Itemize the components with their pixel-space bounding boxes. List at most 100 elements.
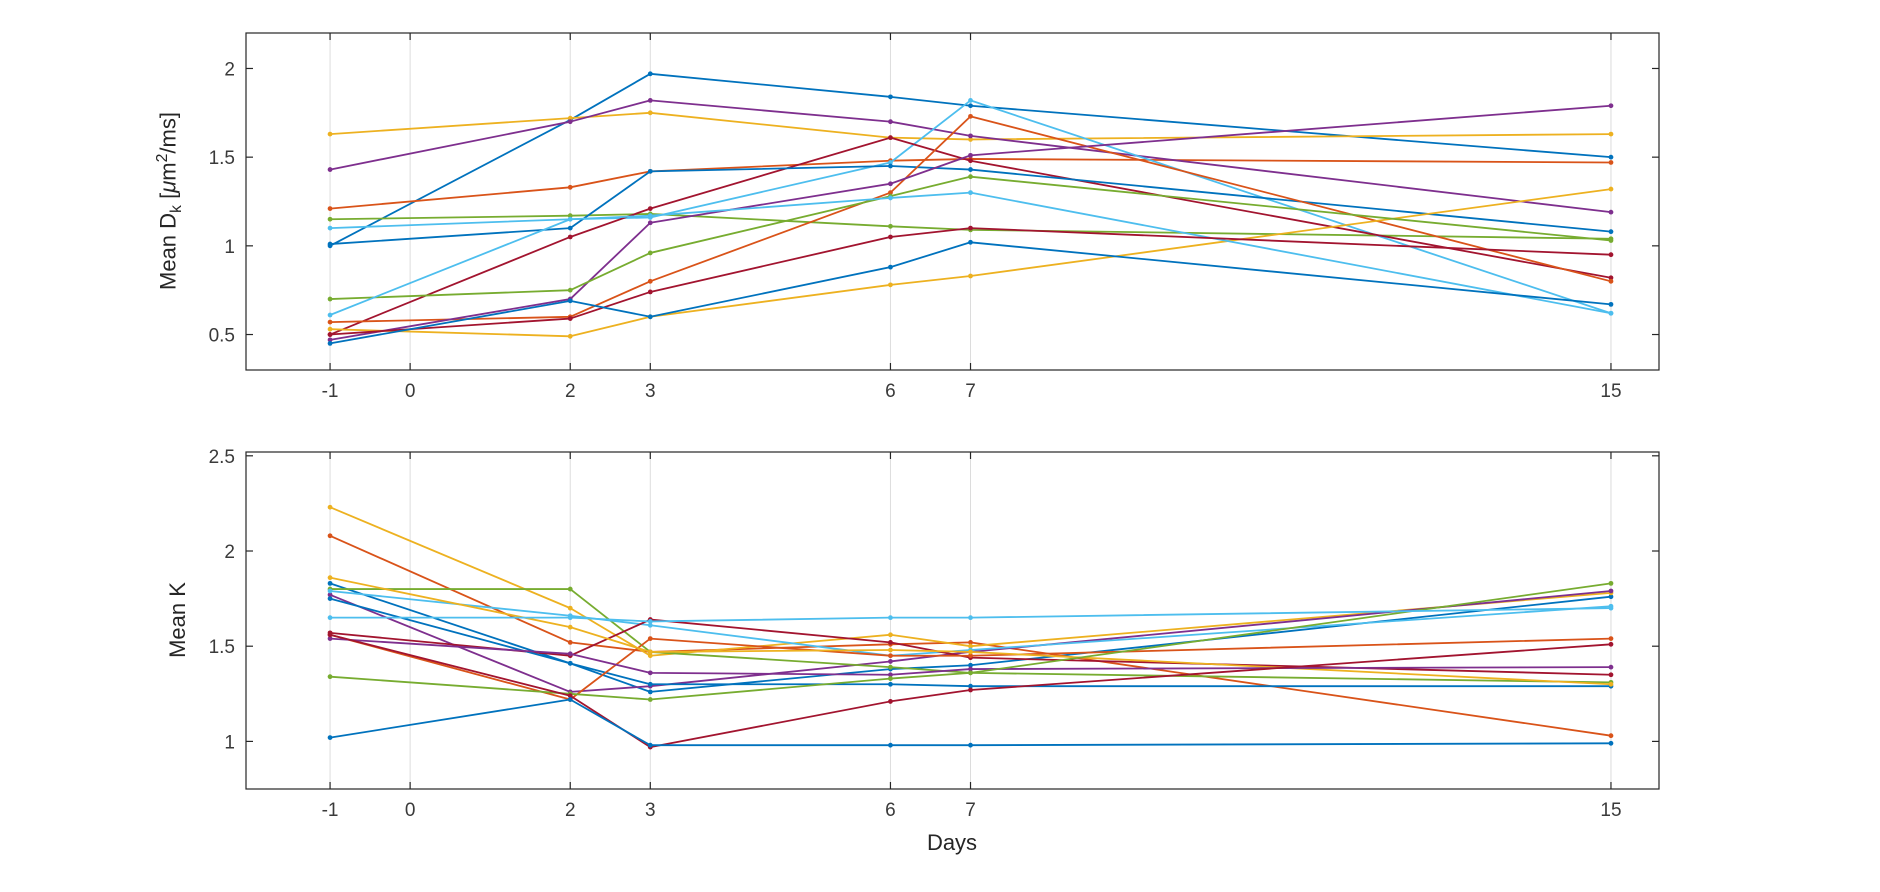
data-point-line-04	[1608, 209, 1614, 215]
x-tick-label: 2	[565, 381, 576, 402]
y-tick-label: 2	[224, 542, 235, 563]
data-point-line-02	[968, 639, 973, 645]
data-point-line-13	[888, 615, 893, 621]
data-point-line-13	[567, 216, 573, 222]
data-point-line-08	[888, 681, 893, 687]
data-point-line-04	[968, 133, 973, 139]
series-line-line-05	[330, 213, 1611, 240]
series-line-line-01	[329, 72, 1612, 247]
x-tick-label: 6	[885, 800, 896, 821]
y-tick-label: 1.5	[209, 637, 235, 658]
x-tick-label: 15	[1600, 800, 1621, 821]
data-point-line-13	[567, 615, 573, 621]
axes-box	[245, 32, 1660, 371]
series-line-line-15	[329, 698, 1611, 747]
data-point-line-07	[1608, 672, 1614, 678]
data-point-line-03	[647, 653, 653, 659]
x-tick-label: 2	[565, 800, 576, 821]
data-point-line-12	[1608, 580, 1614, 586]
data-point-line-09	[888, 190, 893, 196]
data-point-line-13	[647, 213, 653, 219]
data-point-line-12	[647, 697, 653, 702]
data-point-line-09	[888, 653, 893, 659]
data-point-line-03	[888, 632, 893, 638]
data-point-line-14	[327, 632, 333, 638]
y-axis-label-bottom: Mean K	[165, 582, 191, 658]
series-line-line-13	[329, 191, 1612, 316]
data-point-line-03	[647, 110, 653, 116]
data-point-line-08	[327, 241, 333, 247]
data-point-line-15	[567, 697, 573, 702]
data-point-line-14	[968, 225, 973, 231]
data-point-line-13	[968, 615, 973, 621]
y-tick-label: 0.5	[209, 326, 235, 347]
axis-label-part: /ms]	[155, 112, 181, 154]
data-point-line-08	[968, 167, 973, 172]
data-point-line-07	[647, 206, 653, 211]
data-point-line-11	[647, 220, 653, 226]
data-point-line-13	[1608, 310, 1614, 316]
data-point-line-06	[647, 622, 653, 628]
data-point-line-08	[968, 683, 973, 689]
data-point-line-11	[888, 672, 893, 678]
data-point-line-11	[888, 181, 893, 187]
data-point-line-10	[968, 649, 973, 655]
data-point-line-14	[1608, 252, 1614, 258]
data-point-line-01	[1608, 154, 1614, 160]
data-point-line-05	[327, 216, 333, 222]
data-point-line-10	[647, 649, 653, 655]
data-point-line-11	[1608, 664, 1614, 670]
data-point-line-05	[567, 213, 573, 219]
y-tick-label: 2.5	[209, 447, 235, 468]
x-tick-label: 3	[645, 800, 656, 821]
data-point-line-02	[327, 533, 333, 539]
data-point-line-01	[327, 580, 333, 586]
data-point-line-06	[888, 160, 893, 165]
data-point-line-10	[1608, 681, 1614, 687]
data-point-line-04	[888, 659, 893, 664]
x-tick-label: 3	[645, 381, 656, 402]
y-tick-label: 1.5	[209, 148, 235, 169]
data-point-line-15	[567, 298, 573, 304]
series-line-line-14	[329, 633, 1612, 749]
series-line-line-09	[330, 115, 1612, 324]
data-point-line-08	[567, 660, 573, 666]
x-tick-label: 15	[1600, 381, 1621, 402]
series-line-line-01	[329, 582, 1612, 693]
axis-label-part: k	[167, 205, 185, 213]
data-point-line-01	[968, 103, 973, 109]
series-line-line-03	[329, 111, 1611, 141]
data-point-line-11	[567, 651, 573, 657]
data-point-line-12	[968, 670, 973, 676]
y-tick-label: 1	[224, 237, 235, 258]
series-line-line-05	[330, 588, 1611, 684]
data-point-line-15	[647, 742, 653, 748]
series-line-line-11	[329, 104, 1612, 341]
series-line-line-15	[329, 241, 1612, 345]
data-point-line-10	[327, 326, 333, 332]
series-line-line-04	[329, 99, 1612, 214]
axis-label-part: Mean K	[165, 582, 190, 658]
data-point-line-14	[888, 699, 893, 704]
data-point-line-01	[1608, 594, 1614, 600]
data-point-line-12	[1608, 238, 1614, 243]
data-point-line-14	[567, 316, 573, 321]
data-point-line-07	[1608, 275, 1614, 281]
data-point-line-11	[327, 636, 333, 641]
data-point-line-01	[647, 71, 653, 77]
data-point-line-12	[567, 287, 573, 293]
data-point-line-04	[567, 119, 573, 125]
data-point-line-11	[647, 670, 653, 676]
data-point-line-03	[327, 504, 333, 510]
data-point-line-09	[968, 113, 973, 119]
data-point-line-06	[968, 98, 973, 103]
data-point-line-12	[327, 296, 333, 302]
data-point-line-13	[327, 615, 333, 621]
data-point-line-14	[1608, 641, 1614, 647]
axis-label-part: m	[155, 162, 181, 181]
data-point-line-08	[1608, 229, 1614, 235]
data-point-line-02	[327, 206, 333, 211]
x-axis-label: Days	[926, 830, 978, 855]
data-point-line-03	[567, 115, 573, 121]
